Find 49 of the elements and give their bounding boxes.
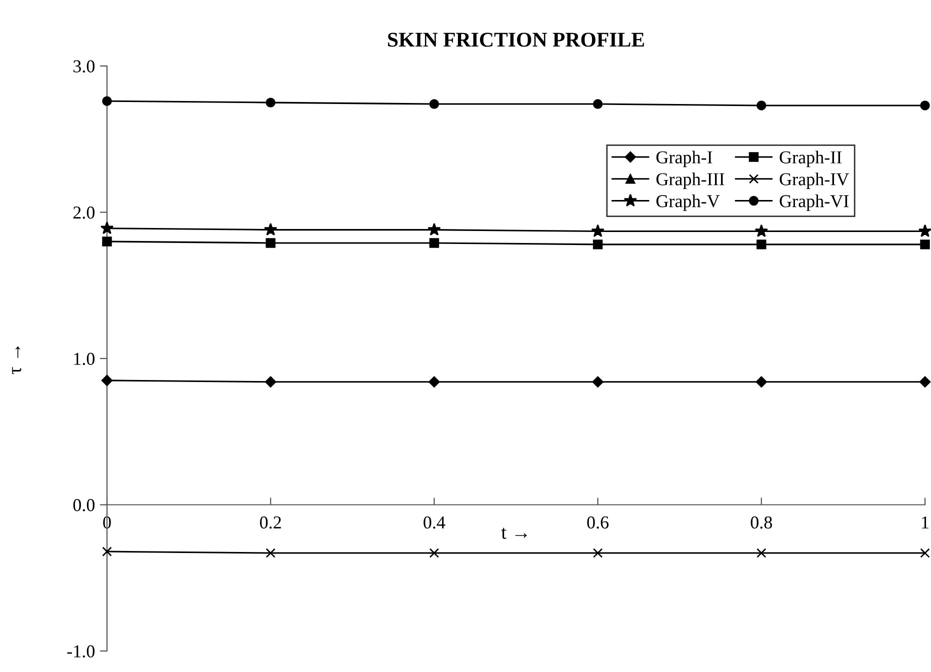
- point: [754, 224, 768, 238]
- point: [266, 98, 276, 108]
- point: [920, 240, 930, 250]
- point: [756, 240, 766, 250]
- x-tick-label: 1: [922, 516, 928, 528]
- legend-label: Graph-II: [780, 150, 842, 168]
- point: [100, 221, 114, 234]
- point: [429, 99, 440, 109]
- legend-label: Graph-VI: [780, 194, 849, 211]
- y-tick-label: 3.0: [73, 60, 95, 73]
- x-tick-label: 0.2: [260, 516, 281, 529]
- point: [756, 548, 766, 558]
- point: [264, 376, 276, 388]
- point: [920, 100, 930, 110]
- point: [429, 238, 440, 248]
- point: [918, 224, 931, 238]
- point: [102, 236, 112, 246]
- point: [756, 376, 768, 388]
- point: [591, 224, 604, 238]
- legend-label: Graph-IV: [780, 172, 850, 190]
- point: [592, 376, 604, 388]
- y-tick-label: 2.0: [73, 206, 95, 219]
- y-tick-label: -1.0: [67, 645, 95, 658]
- point: [101, 374, 113, 386]
- point: [266, 548, 276, 558]
- point: [428, 376, 440, 388]
- chart-title: SKIN FRICTION PROFILE: [388, 32, 644, 47]
- point: [920, 548, 930, 558]
- x-axis-title: t →: [501, 528, 527, 539]
- point: [266, 238, 276, 248]
- legend-label: Graph-V: [656, 194, 720, 211]
- point: [756, 100, 766, 110]
- x-tick-label: 0.8: [750, 516, 772, 529]
- point: [264, 222, 278, 236]
- point: [592, 99, 603, 109]
- legend-label: Graph-III: [656, 172, 724, 190]
- point: [102, 96, 112, 106]
- point: [919, 376, 931, 388]
- point: [102, 546, 112, 556]
- point: [592, 240, 603, 250]
- y-axis-title: τ →: [12, 346, 22, 374]
- point: [429, 548, 440, 558]
- x-tick-label: 0.6: [587, 516, 609, 529]
- x-tick-label: 0.4: [424, 516, 446, 529]
- y-tick-label: 1.0: [74, 352, 95, 366]
- point: [592, 548, 603, 558]
- legend-label: Graph-I: [656, 150, 712, 168]
- point: [428, 222, 441, 236]
- y-tick-label: 0.0: [73, 499, 95, 512]
